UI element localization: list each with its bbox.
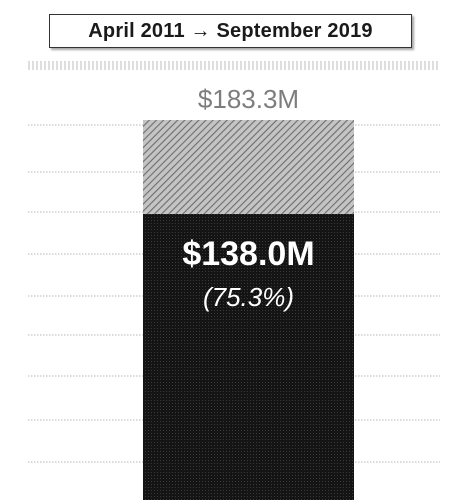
segment-value-label: $138.0M xyxy=(182,235,314,273)
gridlines xyxy=(28,124,440,463)
segment-percent-label: (75.3%) xyxy=(203,282,294,312)
bar-segment-1 xyxy=(143,213,354,500)
bar-segment-2 xyxy=(143,120,354,214)
bar-segments xyxy=(143,120,354,500)
bar-labels: $183.3M $138.0M (75.3%) xyxy=(182,84,314,312)
total-value-label: $183.3M xyxy=(198,84,299,114)
faint-subtitle xyxy=(28,58,440,72)
date-range-label: April 2011 → September 2019 xyxy=(49,14,412,48)
